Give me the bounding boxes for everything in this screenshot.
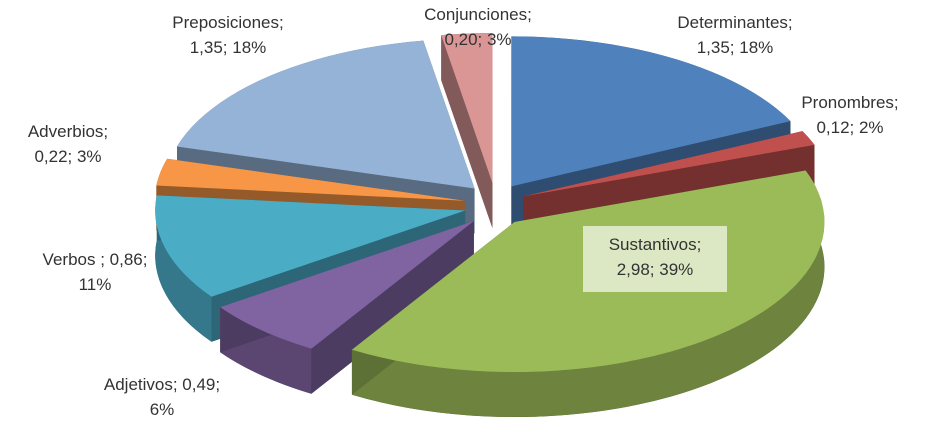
label-line: Adverbios; <box>28 122 108 141</box>
data-label: Pronombres; 0,12; 2% <box>801 93 898 137</box>
data-label: Conjunciones; 0,20; 3% <box>424 5 532 49</box>
label-line: 1,35; 18% <box>190 38 267 57</box>
data-label: Sustantivos; 2,98; 39% <box>609 235 702 279</box>
slice-rim <box>155 195 212 342</box>
label-line: Conjunciones; <box>424 5 532 24</box>
pie-slice <box>441 33 493 229</box>
label-line: Sustantivos; <box>609 235 702 254</box>
slice-top <box>156 158 465 201</box>
data-label: Verbos ; 0,86; 11% <box>43 250 148 294</box>
data-label: Adjetivos; 0,49; 6% <box>104 375 220 419</box>
slice-top <box>523 131 815 197</box>
data-label: Determinantes; 1,35; 18% <box>677 13 792 57</box>
label-line: Pronombres; <box>801 93 898 112</box>
label-line: 0,12; 2% <box>816 118 883 137</box>
slice-top <box>441 33 493 184</box>
label-line: Verbos ; 0,86; <box>43 250 148 269</box>
label-line: Adjetivos; 0,49; <box>104 375 220 394</box>
label-background <box>583 226 727 292</box>
label-line: 0,20; 3% <box>444 30 511 49</box>
slice-top <box>220 221 474 349</box>
label-line: 1,35; 18% <box>697 38 774 57</box>
data-label: Preposiciones; 1,35; 18% <box>172 13 284 57</box>
slice-top <box>511 36 791 187</box>
label-line: 0,22; 3% <box>34 147 101 166</box>
label-line: 6% <box>150 400 175 419</box>
label-line: Preposiciones; <box>172 13 284 32</box>
slice-rim <box>351 170 825 417</box>
label-line: 11% <box>79 275 112 294</box>
slice-wall <box>441 35 493 229</box>
data-label: Adverbios; 0,22; 3% <box>28 122 108 166</box>
slice-top <box>155 195 466 297</box>
label-line: Determinantes; <box>677 13 792 32</box>
slice-top <box>176 40 475 189</box>
label-line: 2,98; 39% <box>617 260 694 279</box>
